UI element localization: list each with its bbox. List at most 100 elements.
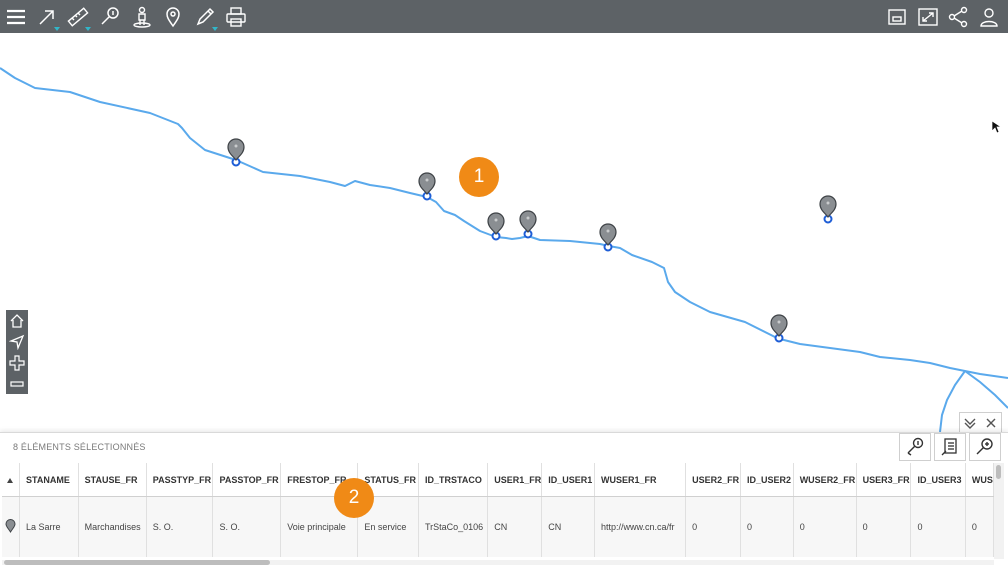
station-marker[interactable] xyxy=(519,210,537,239)
column-header[interactable]: WUSER1_FR xyxy=(594,463,687,497)
zoom-out-button[interactable] xyxy=(6,373,28,394)
map-view[interactable] xyxy=(0,33,1008,433)
table-cell: 0 xyxy=(856,496,912,557)
fullscreen-button[interactable] xyxy=(914,3,942,31)
collapse-panel-button[interactable] xyxy=(960,413,981,433)
fullscreen-icon xyxy=(918,8,938,26)
table-cell: 0 xyxy=(740,496,794,557)
table-cell: Marchandises xyxy=(78,496,147,557)
panel-controls xyxy=(959,412,1002,434)
export-table-button[interactable] xyxy=(934,433,966,461)
measure-button[interactable] xyxy=(64,3,92,31)
zoom-in-icon xyxy=(9,354,25,371)
edit-button[interactable] xyxy=(191,3,219,31)
person-location-icon xyxy=(133,6,151,28)
map-nav-control xyxy=(6,310,28,394)
mouse-cursor-icon xyxy=(991,120,1003,134)
zoom-to-selection-button[interactable] xyxy=(969,433,1001,461)
railway-line xyxy=(0,67,1008,379)
dropdown-caret-icon xyxy=(54,27,60,31)
identify-selection-button[interactable] xyxy=(899,433,931,461)
column-header[interactable]: ID_USER3 xyxy=(910,463,966,497)
chevron-down-icon xyxy=(964,418,976,429)
table-cell: La Sarre xyxy=(19,496,79,557)
column-header[interactable]: ID_USER1 xyxy=(541,463,595,497)
draw-arrow-icon xyxy=(39,10,54,25)
table-cell: CN xyxy=(541,496,595,557)
column-header[interactable]: STAUSE_FR xyxy=(78,463,147,497)
column-header[interactable]: PASSTYP_FR xyxy=(146,463,214,497)
map-pin-icon xyxy=(166,7,180,28)
column-header[interactable]: USER3_FR xyxy=(856,463,912,497)
print-icon xyxy=(226,7,246,27)
zoom-to-icon xyxy=(976,438,993,455)
draw-arrow-button[interactable] xyxy=(33,3,61,31)
table-cell: CN xyxy=(487,496,543,557)
table-cell: S. O. xyxy=(146,496,214,557)
panel-toolbar xyxy=(896,433,1001,461)
selection-panel: 8 ÉLÉMENTS SÉLECTIONNÉS xyxy=(0,432,1008,573)
home-button[interactable] xyxy=(6,310,28,331)
column-header[interactable]: USER2_FR xyxy=(685,463,741,497)
sort-column-header[interactable] xyxy=(2,463,20,497)
table-cell[interactable]: http://www.cn.ca/fr xyxy=(594,496,687,557)
vertical-scrollbar[interactable] xyxy=(994,463,1004,559)
callout-badge-2: 2 xyxy=(334,478,374,518)
menu-icon xyxy=(7,9,25,25)
top-toolbar xyxy=(0,0,1008,33)
column-header[interactable]: USER1_FR xyxy=(487,463,543,497)
station-marker[interactable] xyxy=(227,138,245,167)
station-marker[interactable] xyxy=(819,195,837,224)
identify-button[interactable] xyxy=(96,3,124,31)
row-marker-cell[interactable] xyxy=(2,496,20,557)
locate-button[interactable] xyxy=(6,331,28,352)
scroll-thumb[interactable] xyxy=(4,560,270,565)
attribute-table-container: STANAME STAUSE_FR PASSTYP_FR PASSTOP_FR … xyxy=(2,463,994,559)
column-header[interactable]: ID_USER2 xyxy=(740,463,794,497)
station-marker[interactable] xyxy=(418,172,436,201)
dropdown-caret-icon xyxy=(85,27,91,31)
column-header[interactable]: WUSER2_FR xyxy=(793,463,857,497)
table-header-row: STANAME STAUSE_FR PASSTYP_FR PASSTOP_FR … xyxy=(2,463,994,497)
table-cell: 0 xyxy=(965,496,994,557)
window-button[interactable] xyxy=(883,3,911,31)
scroll-thumb[interactable] xyxy=(996,465,1001,479)
table-row[interactable]: La Sarre Marchandises S. O. S. O. Voie p… xyxy=(2,496,994,557)
window-icon xyxy=(888,9,906,25)
railway-branch-line xyxy=(939,370,966,433)
selection-count: 8 ÉLÉMENTS SÉLECTIONNÉS xyxy=(13,442,146,452)
share-icon xyxy=(948,6,968,28)
close-panel-button[interactable] xyxy=(981,413,1002,433)
attribute-table: STANAME STAUSE_FR PASSTYP_FR PASSTOP_FR … xyxy=(2,463,994,557)
print-button[interactable] xyxy=(222,3,250,31)
dropdown-caret-icon xyxy=(212,27,218,31)
home-icon xyxy=(10,313,24,328)
close-icon xyxy=(986,418,996,428)
station-marker[interactable] xyxy=(487,212,505,241)
callout-badge-1: 1 xyxy=(459,157,499,197)
street-view-button[interactable] xyxy=(128,3,156,31)
column-header[interactable]: STANAME xyxy=(19,463,79,497)
add-pin-button[interactable] xyxy=(159,3,187,31)
sort-arrow-icon xyxy=(7,477,14,483)
horizontal-scrollbar[interactable] xyxy=(2,560,994,565)
identify-icon xyxy=(101,7,119,25)
zoom-in-button[interactable] xyxy=(6,352,28,373)
table-cell: 0 xyxy=(910,496,966,557)
map-pin-icon xyxy=(5,519,16,533)
menu-button[interactable] xyxy=(2,3,30,31)
station-marker[interactable] xyxy=(770,314,788,343)
column-header[interactable]: ID_TRSTACO xyxy=(418,463,489,497)
column-header[interactable]: PASSTOP_FR xyxy=(212,463,282,497)
column-header[interactable]: WUS xyxy=(965,463,994,497)
table-cell: S. O. xyxy=(212,496,282,557)
table-cell: TrStaCo_0106 xyxy=(418,496,489,557)
locate-arrow-icon xyxy=(9,334,25,350)
user-button[interactable] xyxy=(975,3,1003,31)
measure-ruler-icon xyxy=(67,7,89,27)
railway-branch-line xyxy=(964,370,1008,409)
table-cell: 0 xyxy=(685,496,741,557)
zoom-out-icon xyxy=(10,380,24,387)
station-marker[interactable] xyxy=(599,223,617,252)
share-button[interactable] xyxy=(944,3,972,31)
